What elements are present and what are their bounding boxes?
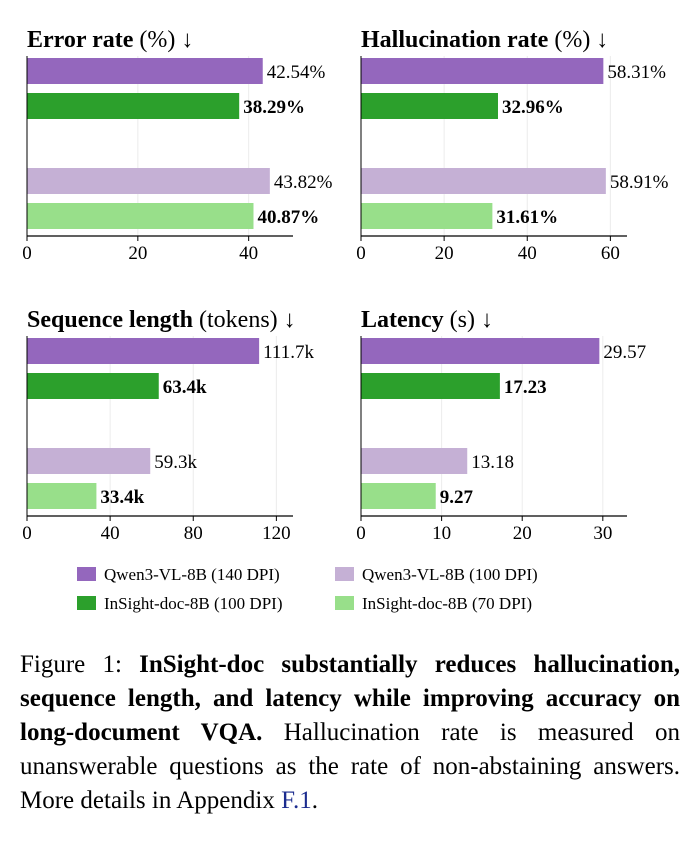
- chart-title-main: Latency: [361, 307, 444, 333]
- bar: [361, 93, 498, 119]
- chart-title: Hallucination rate (%) ↓: [361, 27, 608, 53]
- x-tick-label: 10: [432, 523, 451, 544]
- legend-item: Qwen3-VL-8B (100 DPI): [335, 565, 538, 584]
- bar: [27, 338, 260, 364]
- data-label: 33.4k: [100, 487, 144, 508]
- legend-label: InSight-doc-8B (70 DPI): [362, 594, 532, 613]
- figure-caption: Figure 1: InSight-doc substantially redu…: [20, 648, 680, 818]
- bar: [27, 448, 151, 474]
- chart-title: Sequence length (tokens) ↓: [27, 307, 296, 333]
- legend-swatch: [77, 596, 96, 610]
- x-tick-label: 60: [601, 243, 620, 264]
- x-tick-label: 20: [435, 243, 454, 264]
- bar: [361, 483, 436, 509]
- caption-suffix: .: [311, 787, 318, 814]
- chart-title-main: Error rate: [27, 27, 134, 53]
- appendix-link[interactable]: F.1: [281, 787, 312, 814]
- chart-title-main: Sequence length: [27, 307, 193, 333]
- legend-swatch: [335, 567, 354, 581]
- caption-prefix: Figure 1:: [20, 651, 140, 678]
- chart-title: Latency (s) ↓: [361, 307, 493, 333]
- chart-title-unit: (%) ↓: [548, 27, 608, 53]
- legend-swatch: [77, 567, 96, 581]
- legend-item: Qwen3-VL-8B (140 DPI): [77, 565, 280, 584]
- data-label: 29.57: [603, 342, 646, 363]
- data-label: 31.61%: [496, 207, 558, 228]
- data-label: 58.31%: [607, 62, 666, 83]
- x-tick-label: 20: [128, 243, 147, 264]
- bar: [361, 58, 604, 84]
- data-label: 38.29%: [243, 97, 305, 118]
- x-tick-label: 20: [513, 523, 532, 544]
- chart-title-unit: (s) ↓: [444, 307, 493, 333]
- x-tick-label: 0: [356, 243, 366, 264]
- chart-title-main: Hallucination rate: [361, 27, 549, 53]
- chart-title: Error rate (%) ↓: [27, 27, 193, 53]
- x-tick-label: 0: [356, 523, 366, 544]
- data-label: 63.4k: [163, 377, 207, 398]
- bar: [27, 373, 159, 399]
- data-label: 58.91%: [610, 172, 669, 193]
- chart-panel-3: Sequence length (tokens) ↓ 111.7k 63.4k 59.…: [22, 307, 314, 544]
- legend-label: Qwen3-VL-8B (100 DPI): [362, 565, 538, 584]
- bar: [27, 168, 270, 194]
- bar: [361, 203, 493, 229]
- data-label: 111.7k: [263, 342, 314, 363]
- x-tick-label: 120: [262, 523, 291, 544]
- caption-bold-text: InSight-doc substantially reduces halluc…: [20, 651, 681, 746]
- chart-panel-1: Error rate (%) ↓ 42.54% 38.29% 43.82% 40.87%…: [22, 27, 332, 264]
- data-label: 9.27: [440, 487, 474, 508]
- data-label: 59.3k: [154, 452, 197, 473]
- x-tick-label: 40: [518, 243, 537, 264]
- data-label: 32.96%: [502, 97, 564, 118]
- bar: [361, 448, 468, 474]
- legend-label: Qwen3-VL-8B (140 DPI): [104, 565, 280, 584]
- legend-item: InSight-doc-8B (100 DPI): [77, 594, 282, 613]
- x-tick-label: 0: [22, 523, 32, 544]
- chart-panel-4: Latency (s) ↓ 29.57 17.23 13.18 9.27 0 10 20 30: [356, 307, 646, 544]
- bar: [27, 58, 263, 84]
- data-label: 42.54%: [267, 62, 326, 83]
- x-tick-label: 0: [22, 243, 32, 264]
- legend-label: InSight-doc-8B (100 DPI): [104, 594, 282, 613]
- bar: [27, 203, 254, 229]
- bar: [27, 93, 240, 119]
- chart-panel-2: Hallucination rate (%) ↓ 58.31% 32.96% 58.9…: [356, 27, 668, 264]
- chart-title-unit: (%) ↓: [133, 27, 193, 53]
- bar: [361, 168, 606, 194]
- x-tick-label: 40: [239, 243, 258, 264]
- data-label: 40.87%: [257, 207, 319, 228]
- x-tick-label: 40: [101, 523, 120, 544]
- data-label: 17.23: [504, 377, 547, 398]
- legend: Qwen3-VL-8B (140 DPI) Qwen3-VL-8B (100 DP…: [77, 565, 538, 613]
- chart-title-unit: (tokens) ↓: [193, 307, 296, 333]
- figure-charts: Error rate (%) ↓ 42.54% 38.29% 43.82% 40.87%…: [22, 27, 668, 613]
- legend-item: InSight-doc-8B (70 DPI): [335, 594, 532, 613]
- data-label: 13.18: [471, 452, 514, 473]
- x-tick-label: 80: [184, 523, 203, 544]
- x-tick-label: 30: [593, 523, 612, 544]
- caption-text: Hallucination rate is measured on unansw…: [20, 719, 680, 814]
- data-label: 43.82%: [274, 172, 333, 193]
- legend-swatch: [335, 596, 354, 610]
- bar: [361, 373, 500, 399]
- bar: [27, 483, 97, 509]
- bar: [361, 338, 600, 364]
